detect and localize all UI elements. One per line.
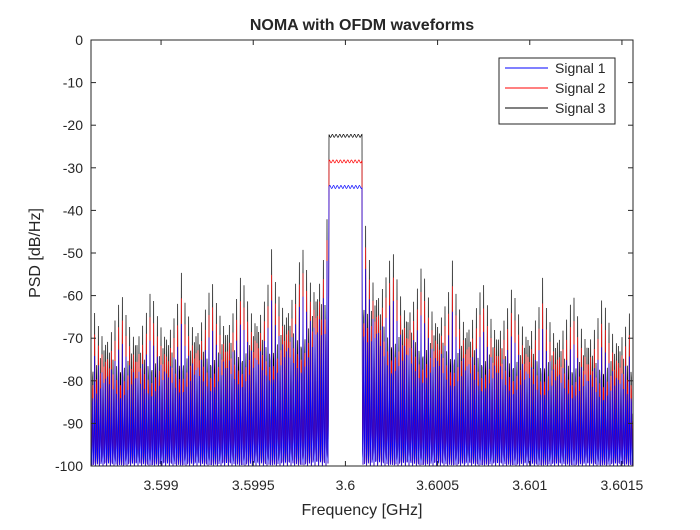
y-tick-label: -100 — [55, 458, 83, 474]
x-tick-label: 3.601 — [512, 477, 547, 493]
y-axis-ticks: 0 -10 -20 -30 -40 -50 -60 -70 -80 -90 -100 — [55, 32, 633, 474]
y-axis-label: PSD [dB/Hz] — [27, 208, 44, 298]
y-tick-label: -70 — [63, 330, 83, 346]
legend-label: Signal 3 — [555, 100, 606, 116]
x-tick-label: 3.5995 — [232, 477, 275, 493]
x-axis-label: Frequency [GHz] — [302, 502, 423, 519]
x-tick-label: 3.6005 — [416, 477, 459, 493]
chart-title: NOMA with OFDM waveforms — [250, 17, 474, 34]
x-tick-label: 3.6 — [336, 477, 356, 493]
x-tick-label: 3.6015 — [601, 477, 644, 493]
y-tick-label: -50 — [63, 245, 83, 261]
y-tick-label: -40 — [63, 202, 83, 218]
legend-label: Signal 1 — [555, 60, 606, 76]
y-tick-label: -20 — [63, 117, 83, 133]
y-tick-label: 0 — [75, 32, 83, 48]
series-line-signal-1 — [90, 185, 634, 467]
y-tick-label: -60 — [63, 288, 83, 304]
y-tick-label: -80 — [63, 373, 83, 389]
legend-box — [498, 57, 616, 125]
data-layer — [90, 133, 634, 467]
x-axis-ticks: 3.599 3.5995 3.6 3.6005 3.601 3.6015 — [144, 40, 644, 493]
y-tick-label: -30 — [63, 160, 83, 176]
x-tick-label: 3.599 — [144, 477, 179, 493]
y-tick-label: -10 — [63, 75, 83, 91]
legend: Signal 1 Signal 2 Signal 3 — [498, 57, 616, 125]
y-tick-label: -90 — [63, 415, 83, 431]
legend-label: Signal 2 — [555, 80, 606, 96]
